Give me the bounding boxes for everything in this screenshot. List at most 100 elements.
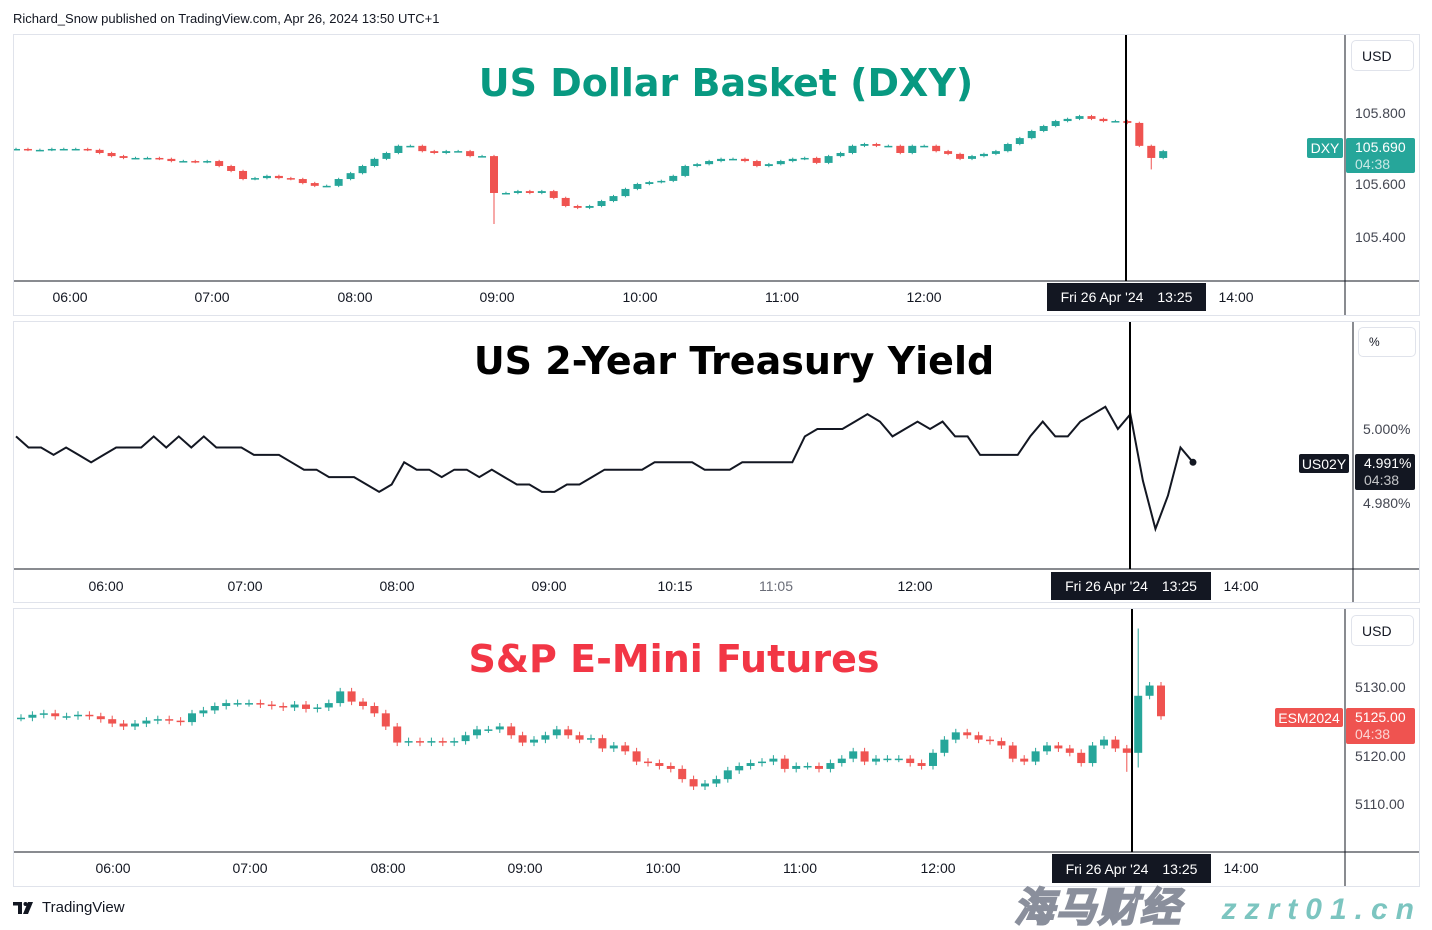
candle-body	[573, 206, 582, 208]
es-chart-panel[interactable]: S&P E-Mini Futures 06:00 07:00 08:00 09:00 1…	[13, 608, 1420, 887]
candle	[442, 149, 451, 155]
es-candles	[17, 628, 1165, 790]
candle-body	[71, 148, 80, 151]
candle	[669, 174, 678, 183]
candle	[215, 159, 224, 168]
candle-body	[621, 188, 630, 197]
candle-body	[920, 145, 929, 148]
candle	[28, 711, 37, 722]
candle	[279, 702, 288, 711]
crosshair-time: 13:25	[1162, 860, 1198, 877]
candle-body	[956, 153, 965, 159]
candle	[74, 711, 82, 720]
candle-body	[701, 783, 709, 787]
candle-body	[530, 739, 538, 743]
time-tick: 12:00	[920, 860, 956, 876]
candle-body	[1043, 745, 1051, 752]
candle-body	[1039, 126, 1048, 131]
candle-body	[848, 145, 857, 153]
candle	[1077, 749, 1086, 767]
crosshair-time-label: Fri 26 Apr '24 13:25	[1051, 572, 1211, 600]
candle	[723, 766, 732, 783]
unit-button[interactable]: %	[1358, 327, 1416, 357]
candle-body	[393, 726, 402, 743]
currency-button[interactable]: USD	[1351, 40, 1414, 71]
watermark-url: zzrt01.cn	[1221, 893, 1422, 926]
time-tick: 06:00	[52, 289, 88, 305]
candle-body	[359, 701, 367, 707]
candle	[239, 169, 248, 181]
dxy-chart-panel[interactable]: US Dollar Basket (DXY) 06:00 07:00 08:00 09…	[13, 34, 1420, 316]
candle	[394, 144, 403, 155]
candle	[1157, 682, 1165, 720]
candle	[792, 762, 801, 773]
candle	[587, 734, 595, 744]
candle-body	[609, 196, 618, 202]
candle-body	[1031, 751, 1040, 762]
candle	[290, 701, 299, 711]
candle	[155, 156, 164, 161]
us02y-chart-panel[interactable]: US 2-Year Treasury Yield 06:00 07:00 08:00…	[13, 321, 1420, 603]
tradingview-logo[interactable]: TradingView	[13, 899, 125, 916]
candle-body	[740, 158, 749, 162]
candle	[256, 699, 265, 709]
candle-body	[23, 148, 32, 151]
candle	[454, 149, 463, 153]
candle-body	[298, 179, 307, 184]
bar-countdown: 04:38	[1364, 472, 1400, 488]
candle	[62, 712, 71, 720]
candle	[1003, 142, 1012, 153]
time-tick: 11:05	[759, 578, 793, 594]
candle	[495, 722, 504, 733]
candle-body	[1087, 116, 1096, 119]
crosshair-date: Fri 26 Apr '24	[1065, 860, 1149, 877]
candle-body	[262, 175, 271, 179]
candle	[59, 147, 68, 151]
candle	[951, 728, 960, 744]
candle	[119, 154, 128, 160]
candle	[199, 706, 208, 717]
candle	[478, 154, 487, 158]
candle-body	[1020, 758, 1029, 762]
candle-body	[1054, 745, 1063, 749]
candle	[490, 154, 498, 224]
chart-title: S&P E-Mini Futures	[468, 637, 880, 681]
candle	[848, 144, 857, 155]
candle-body	[826, 763, 835, 769]
candle-body	[501, 192, 510, 195]
candle	[758, 758, 766, 767]
candle-body	[621, 745, 630, 752]
candle-body	[313, 707, 322, 709]
bar-countdown: 04:38	[1355, 726, 1391, 742]
candle-body	[507, 726, 516, 736]
es-chart-canvas[interactable]	[14, 609, 1419, 886]
time-tick: 14:00	[1218, 289, 1254, 305]
candle-body	[1134, 695, 1143, 753]
candle	[776, 159, 785, 166]
candle-body	[167, 158, 176, 162]
candle	[131, 156, 140, 160]
candle	[537, 189, 546, 195]
candle-body	[689, 779, 698, 787]
candle	[188, 709, 196, 726]
crosshair-time: 13:25	[1161, 578, 1197, 594]
candle	[968, 154, 976, 161]
candle-body	[780, 758, 789, 769]
candle-body	[358, 166, 367, 174]
candle	[872, 755, 880, 766]
dxy-chart-canvas[interactable]	[14, 35, 1419, 315]
candle-body	[824, 156, 833, 163]
candle-body	[131, 157, 140, 160]
crosshair-time-label: Fri 26 Apr '24 13:25	[1052, 854, 1211, 883]
candle	[609, 194, 618, 203]
us02y-chart-canvas[interactable]	[14, 322, 1419, 602]
candle-body	[815, 765, 823, 769]
candle-body	[860, 144, 869, 146]
candle	[1043, 741, 1051, 755]
candle-body	[693, 164, 702, 167]
candle-body	[705, 161, 714, 165]
candle	[131, 720, 139, 730]
candle-body	[176, 720, 185, 723]
candle-body	[1135, 122, 1144, 146]
currency-button[interactable]: USD	[1351, 615, 1414, 646]
